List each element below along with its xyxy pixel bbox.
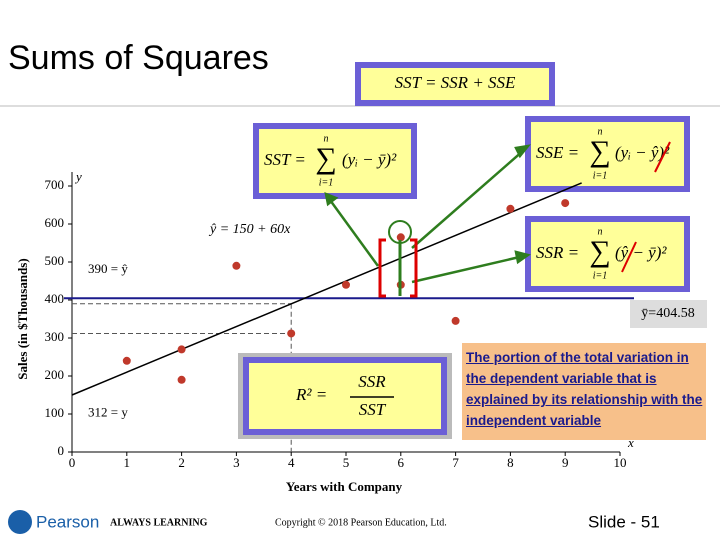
- guide-label: 390 = ŷ: [88, 261, 128, 276]
- arrowhead: [514, 250, 531, 265]
- slide-title: Sums of Squares: [8, 39, 269, 77]
- point: [177, 375, 186, 384]
- x-tick-label: 6: [398, 455, 405, 470]
- r2-box: [243, 357, 447, 435]
- arrow: [328, 199, 380, 267]
- x-axis-symbol: x: [627, 435, 634, 450]
- point: [561, 199, 570, 208]
- term: (yᵢ − ŷ)²: [615, 143, 670, 162]
- x-axis-label: Years with Company: [286, 479, 403, 494]
- point: [177, 345, 186, 354]
- logo: [8, 510, 32, 534]
- footer: Pearson ALWAYS LEARNING Copyright © 2018…: [8, 510, 660, 534]
- y-tick-label: 400: [45, 291, 65, 306]
- x-tick-label: 7: [452, 455, 459, 470]
- arrow: [411, 149, 525, 249]
- bracket: [378, 238, 418, 298]
- y-tick-label: 100: [45, 405, 65, 420]
- mean-label: ȳ=404.58: [641, 306, 694, 321]
- point: [451, 316, 460, 325]
- note-frame: The portion of the total variation in th…: [466, 350, 703, 428]
- y-tick-label: 600: [45, 215, 65, 230]
- arrowhead: [324, 191, 339, 207]
- y-tick-label: 200: [45, 367, 65, 382]
- x-tick-label: 10: [614, 455, 627, 470]
- x-tick-label: 4: [288, 455, 295, 470]
- identity-box: [355, 62, 555, 106]
- formula-box: [525, 216, 690, 292]
- x-tick-label: 9: [562, 455, 569, 470]
- sse-formula: SSE = ∑ n i=1 (yᵢ − ŷ)²: [525, 116, 690, 192]
- y-tick-label: 300: [45, 329, 65, 344]
- y-tick-label: 0: [58, 443, 65, 458]
- arrow: [411, 254, 525, 284]
- point: [342, 280, 350, 289]
- slide-number: Slide - 51: [588, 512, 660, 531]
- lhs: SSE =: [536, 143, 579, 162]
- mean-label-box: [630, 300, 707, 328]
- x-tick-label: 5: [343, 455, 350, 470]
- strike: [621, 241, 637, 273]
- tagline: ALWAYS LEARNING: [110, 517, 208, 528]
- y-tick-label: 700: [45, 177, 65, 192]
- guide-label: 312 = y: [88, 404, 128, 419]
- copyright: Copyright © 2018 Pearson Education, Ltd.: [275, 517, 447, 528]
- formula-box: [253, 123, 417, 199]
- ssr-formula: SSR = ∑ n i=1 (ŷ − ȳ)²: [525, 216, 690, 292]
- y-tick-label: 500: [45, 253, 65, 268]
- point: [122, 356, 131, 365]
- identity: SST = SSR + SSE: [395, 73, 516, 92]
- point: [232, 261, 241, 270]
- x-tick-label: 0: [69, 455, 76, 470]
- formula-box: [525, 116, 690, 192]
- chart: y x 0 100 200 300 400 500 600 700 0 1 2 3 4 5 6 7 8 9 10 Year…: [15, 169, 707, 494]
- term: (yᵢ − ȳ)²: [342, 150, 397, 169]
- upper: n: [324, 133, 329, 144]
- point: [287, 329, 296, 338]
- lhs: R² =: [295, 385, 327, 404]
- regression-line: [71, 182, 582, 396]
- sigma: ∑: [589, 235, 610, 268]
- arrowhead: [514, 144, 532, 159]
- upper: n: [598, 126, 603, 137]
- term: (ŷ − ȳ)²: [615, 243, 667, 262]
- x-tick-label: 1: [124, 455, 131, 470]
- y-axis-symbol: y: [74, 169, 82, 184]
- sst-formula: SST = ∑ n i=1 (yᵢ − ȳ)²: [253, 123, 417, 199]
- x-tick-label: 2: [178, 455, 185, 470]
- sigma: ∑: [589, 135, 610, 168]
- lhs: SST =: [264, 150, 306, 169]
- numerator: SSR: [358, 372, 386, 391]
- y-axis-label: Sales (in $Thousands): [15, 258, 30, 379]
- point: [396, 233, 405, 242]
- lower: i=1: [319, 177, 334, 188]
- brand: Pearson: [36, 512, 99, 531]
- note: The portion of the total variation in th…: [466, 350, 703, 428]
- sigma: ∑: [315, 142, 336, 175]
- note-box: [462, 343, 706, 440]
- upper: n: [598, 226, 603, 237]
- x-tick-label: 3: [233, 455, 240, 470]
- lower: i=1: [593, 270, 608, 281]
- arrows: [324, 144, 532, 284]
- regression-label: ŷ = 150 + 60x: [208, 222, 291, 237]
- lower: i=1: [593, 170, 608, 181]
- x-tick-label: 8: [507, 455, 514, 470]
- strike: [654, 141, 671, 173]
- r2-formula: R² = SSR SST: [295, 372, 394, 419]
- denominator: SST: [359, 400, 387, 419]
- point: [506, 204, 515, 213]
- lhs: SSR =: [536, 243, 579, 262]
